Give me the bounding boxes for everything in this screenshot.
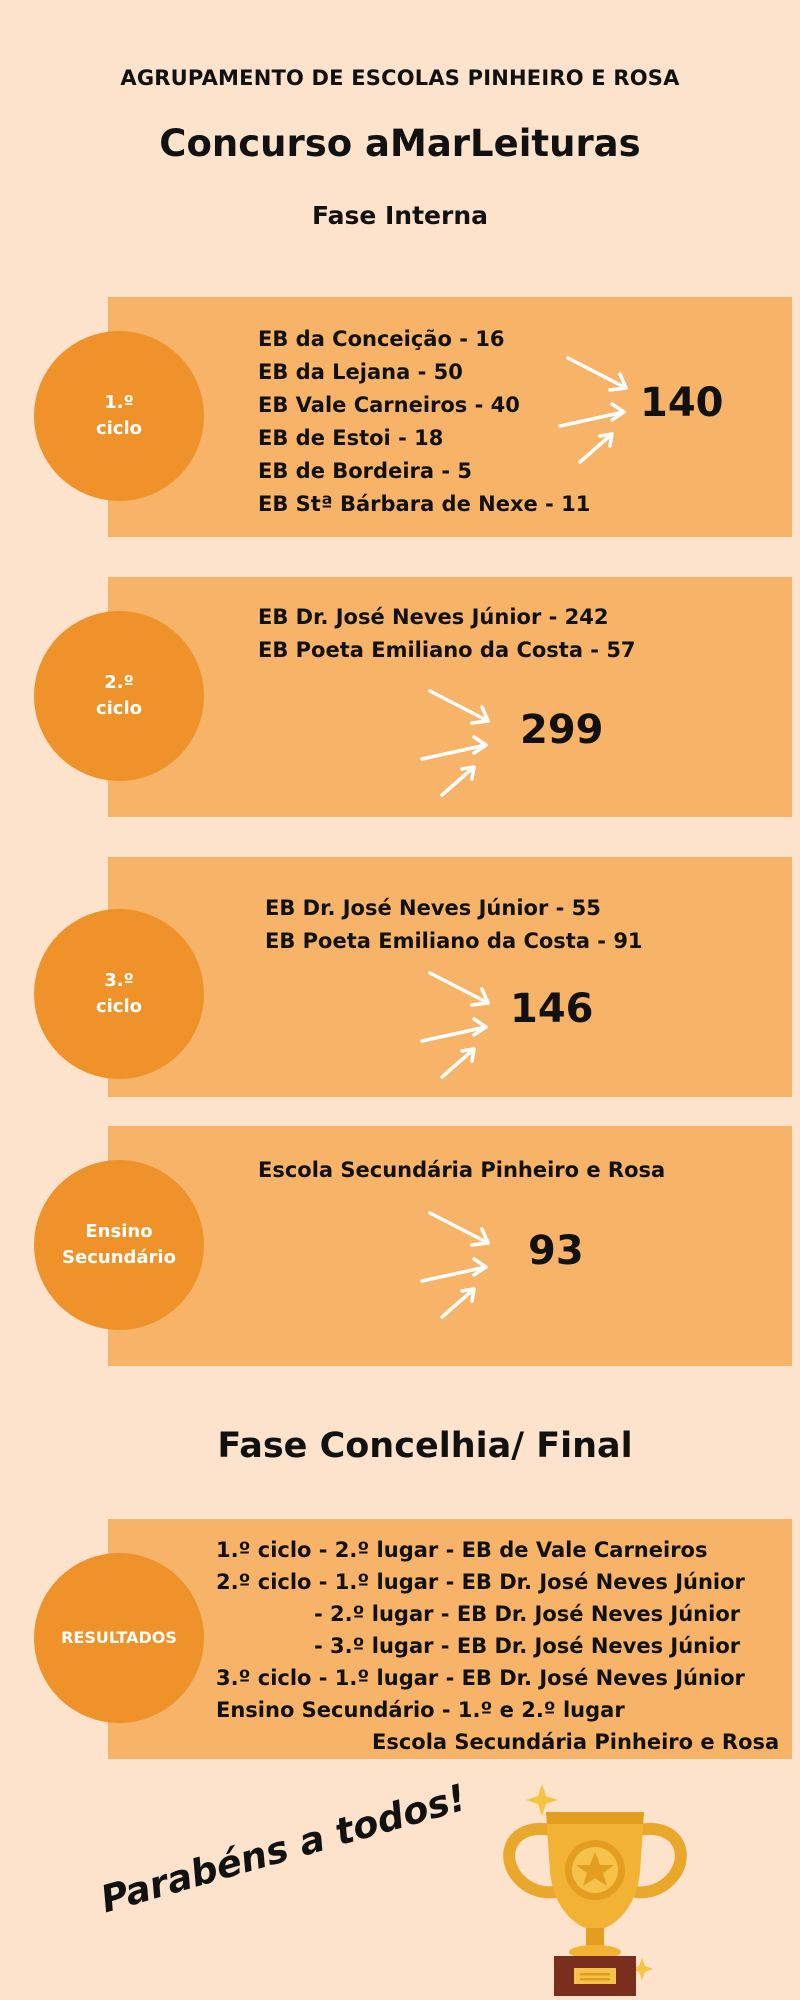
arrows-icon [420, 1211, 490, 1319]
congrats-message: Parabéns a todos! [96, 1775, 471, 1922]
result-entry: 3.º ciclo - 1.º lugar - EB Dr. José Neve… [216, 1666, 745, 1690]
school-list-3: EB Dr. José Neves Júnior - 55 EB Poeta E… [265, 892, 643, 958]
school-entry: EB Poeta Emiliano da Costa - 57 [258, 638, 636, 662]
arrows-icon [420, 971, 490, 1079]
section-panel-3 [108, 857, 792, 1097]
organization-title: AGRUPAMENTO DE ESCOLAS PINHEIRO E ROSA [120, 66, 680, 90]
section-panel-2 [108, 577, 792, 817]
school-entry: EB da Lejana - 50 [258, 360, 463, 384]
results-label: RESULTADOS [34, 1553, 204, 1723]
result-entry: - 2.º lugar - EB Dr. José Neves Júnior [314, 1602, 741, 1626]
school-entry: EB Vale Carneiros - 40 [258, 393, 520, 417]
school-list-2: EB Dr. José Neves Júnior - 242 EB Poeta … [258, 601, 636, 667]
school-entry: EB de Bordeira - 5 [258, 459, 472, 483]
school-entry: EB Dr. José Neves Júnior - 55 [265, 896, 601, 920]
results-panel [108, 1519, 792, 1759]
school-entry: EB da Conceição - 16 [258, 327, 505, 351]
section-panel-4 [108, 1126, 792, 1366]
results-list: 1.º ciclo - 2.º lugar - EB de Vale Carne… [216, 1534, 779, 1758]
school-entry: EB Poeta Emiliano da Costa - 91 [265, 929, 643, 953]
result-entry: Ensino Secundário - 1.º e 2.º lugar [216, 1698, 625, 1722]
section-total-1: 140 [640, 380, 724, 426]
arrows-icon [420, 689, 490, 797]
trophy-icon [503, 1784, 687, 1996]
section-total-3: 146 [510, 986, 594, 1032]
school-entry: EB Stª Bárbara de Nexe - 11 [258, 492, 591, 516]
final-phase-title: Fase Concelhia/ Final [217, 1426, 633, 1466]
school-list-1: EB da Conceição - 16 EB da Lejana - 50 E… [258, 323, 590, 521]
phase-title: Fase Interna [311, 201, 489, 230]
section-total-4: 93 [528, 1228, 584, 1274]
section-label-2: 2.º ciclo [34, 611, 204, 781]
school-entry: EB Dr. José Neves Júnior - 242 [258, 605, 609, 629]
result-entry: 1.º ciclo - 2.º lugar - EB de Vale Carne… [216, 1538, 708, 1562]
section-total-2: 299 [520, 707, 604, 753]
section-label-4: Ensino Secundário [34, 1160, 204, 1330]
page-title: Concurso aMarLeituras [159, 122, 641, 165]
arrows-icon [558, 356, 628, 464]
result-entry: - 3.º lugar - EB Dr. José Neves Júnior [314, 1634, 741, 1658]
section-panel-1 [108, 297, 792, 537]
school-entry: EB de Estoi - 18 [258, 426, 444, 450]
result-entry: 2.º ciclo - 1.º lugar - EB Dr. José Neve… [216, 1570, 745, 1594]
section-label-1: 1.º ciclo [34, 331, 204, 501]
section-label-3: 3.º ciclo [34, 909, 204, 1079]
school-list-4: Escola Secundária Pinheiro e Rosa [258, 1154, 665, 1187]
result-entry: Escola Secundária Pinheiro e Rosa [372, 1730, 780, 1754]
school-entry: Escola Secundária Pinheiro e Rosa [258, 1158, 666, 1182]
